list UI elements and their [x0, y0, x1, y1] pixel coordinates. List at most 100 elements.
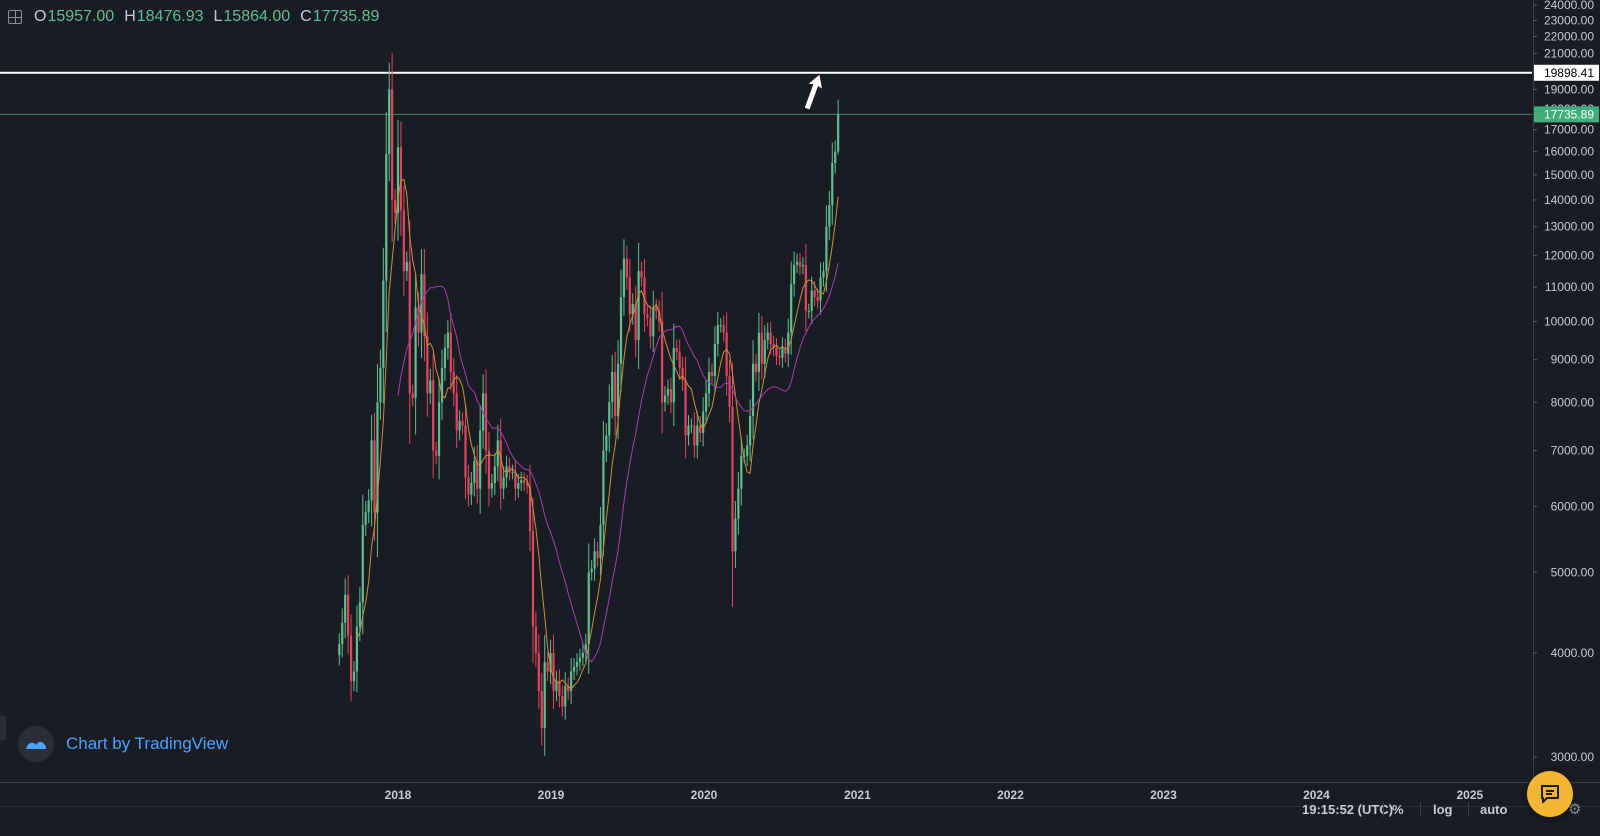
status-bar: 19:15:52 (UTC) % log auto ⚙	[0, 792, 1600, 831]
tradingview-watermark[interactable]: Chart by TradingView	[18, 726, 228, 762]
candle-body	[552, 652, 555, 692]
candle-body	[810, 290, 813, 311]
candle-body	[772, 343, 775, 348]
price-tick-label: 23000.00	[1544, 13, 1594, 27]
candle-body	[446, 332, 449, 348]
candle-body	[643, 277, 646, 315]
candle-body	[684, 380, 687, 436]
candle-body	[696, 425, 699, 446]
price-axis	[1533, 0, 1600, 831]
ma-fast-line	[356, 178, 839, 690]
candle-body	[393, 199, 397, 214]
candle-body	[634, 303, 637, 341]
candle-body	[484, 393, 488, 451]
candle-body	[731, 406, 734, 552]
candle-body	[391, 89, 394, 200]
candle-body	[344, 594, 347, 623]
chat-button[interactable]	[1527, 771, 1573, 817]
candle-body	[432, 380, 435, 451]
left-panel-toggle[interactable]	[0, 716, 6, 740]
candle-body	[364, 512, 367, 525]
candle-body	[514, 471, 517, 489]
candle-body	[452, 371, 455, 394]
gear-icon[interactable]: ⚙	[1568, 801, 1582, 818]
candle-body	[382, 280, 385, 368]
candle-body	[795, 261, 799, 265]
current-price-label: 17735.89	[1544, 107, 1594, 121]
candle-body	[628, 277, 631, 315]
candle-body	[631, 303, 634, 315]
price-tick-label: 5000.00	[1551, 565, 1595, 579]
candle-body	[476, 461, 479, 489]
price-tick-label: 7000.00	[1551, 444, 1595, 458]
close-value: 17735.89	[312, 8, 380, 25]
candle-body	[754, 363, 758, 372]
candle-body	[388, 89, 391, 154]
candle-body	[837, 114, 840, 152]
candle-body	[807, 310, 810, 312]
candle-body	[831, 163, 834, 206]
candle-body	[819, 277, 822, 301]
candle-body	[455, 393, 458, 431]
candle-body	[467, 477, 470, 495]
candle-body	[511, 471, 514, 473]
candle-body	[710, 371, 714, 377]
candle-body	[740, 455, 743, 489]
candle-body	[614, 371, 617, 417]
candle-body	[596, 551, 599, 559]
price-tick-label: 24000.00	[1544, 0, 1594, 12]
candle-body	[575, 662, 579, 667]
candle-body	[572, 666, 576, 672]
candle-body	[781, 347, 784, 358]
watermark-text: Chart by TradingView	[66, 734, 229, 753]
candle-body	[608, 402, 611, 436]
candle-body	[622, 258, 626, 298]
candle-body	[376, 402, 379, 513]
candle-body	[687, 425, 690, 436]
candle-body	[546, 662, 549, 672]
high-value: 18476.93	[136, 8, 204, 25]
candle-body	[578, 657, 582, 663]
grid-icon[interactable]	[8, 10, 22, 24]
candle-body	[637, 271, 640, 341]
candle-body	[587, 572, 590, 645]
candle-body	[464, 425, 467, 478]
price-tick-label: 10000.00	[1544, 315, 1594, 329]
candle-body	[669, 388, 672, 403]
ohlc-open: O 15957.00	[34, 8, 114, 26]
candle-body	[746, 445, 749, 456]
high-label: H	[124, 8, 136, 25]
candle-body	[616, 363, 620, 417]
tradingview-logo-icon	[18, 726, 54, 762]
candle-body	[414, 307, 417, 398]
candle-body	[370, 440, 373, 501]
candle-body	[567, 686, 570, 692]
candle-body	[537, 652, 540, 692]
candle-body	[681, 367, 684, 381]
candle-body	[660, 321, 664, 403]
time-tick-label: 2019	[538, 788, 565, 802]
candle-body	[361, 524, 364, 603]
ohlc-legend: O 15957.00 H 18476.93 L 15864.00 C 17735.89	[8, 6, 379, 28]
candle-body	[678, 351, 681, 368]
auto-scale-button[interactable]: auto	[1480, 802, 1508, 817]
ohlc-low: L 15864.00	[213, 8, 290, 26]
candle-body	[437, 402, 441, 456]
time-tick-label: 2023	[1150, 788, 1177, 802]
candle-body	[420, 274, 423, 333]
candle-body	[593, 551, 596, 569]
time-tick-label: 2025	[1456, 788, 1483, 802]
log-scale-button[interactable]: log	[1433, 802, 1453, 817]
candle-body	[825, 226, 828, 272]
price-tick-label: 11000.00	[1545, 280, 1594, 294]
low-label: L	[213, 8, 223, 25]
candle-body	[440, 367, 444, 403]
percent-scale-button[interactable]: %	[1392, 802, 1404, 817]
price-tick-label: 22000.00	[1544, 29, 1594, 43]
candle-body	[564, 686, 567, 707]
price-tick-label: 3000.00	[1551, 750, 1595, 764]
candle-body	[722, 325, 725, 333]
price-tick-label: 13000.00	[1544, 220, 1594, 234]
